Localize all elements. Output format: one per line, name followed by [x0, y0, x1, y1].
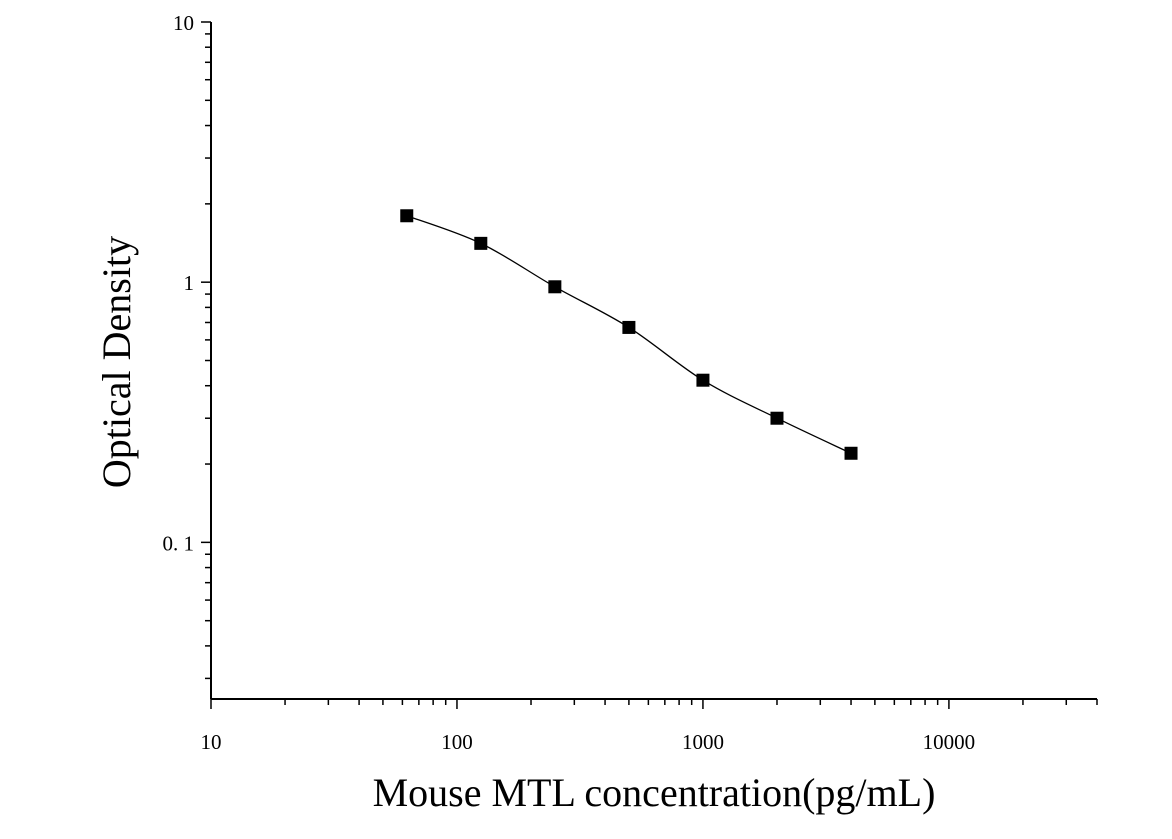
- data-point: [548, 280, 562, 294]
- x-axis-title: Mouse MTL concentration(pg/mL): [373, 770, 936, 815]
- y-tick-label: 1: [184, 271, 195, 295]
- x-tick-label: 100: [441, 730, 473, 754]
- data-point: [770, 411, 784, 425]
- data-point: [844, 446, 858, 460]
- data-point: [474, 236, 488, 250]
- x-tick-label: 1000: [682, 730, 724, 754]
- y-tick-label: 10: [173, 11, 194, 35]
- x-tick-label: 10: [201, 730, 222, 754]
- data-point: [622, 320, 636, 334]
- y-axis-title: Optical Density: [94, 236, 139, 488]
- fit-curve: [406, 215, 852, 454]
- x-tick-label: 10000: [923, 730, 976, 754]
- data-point: [696, 373, 710, 387]
- y-tick-label: 0. 1: [163, 531, 195, 555]
- data-point: [400, 209, 414, 223]
